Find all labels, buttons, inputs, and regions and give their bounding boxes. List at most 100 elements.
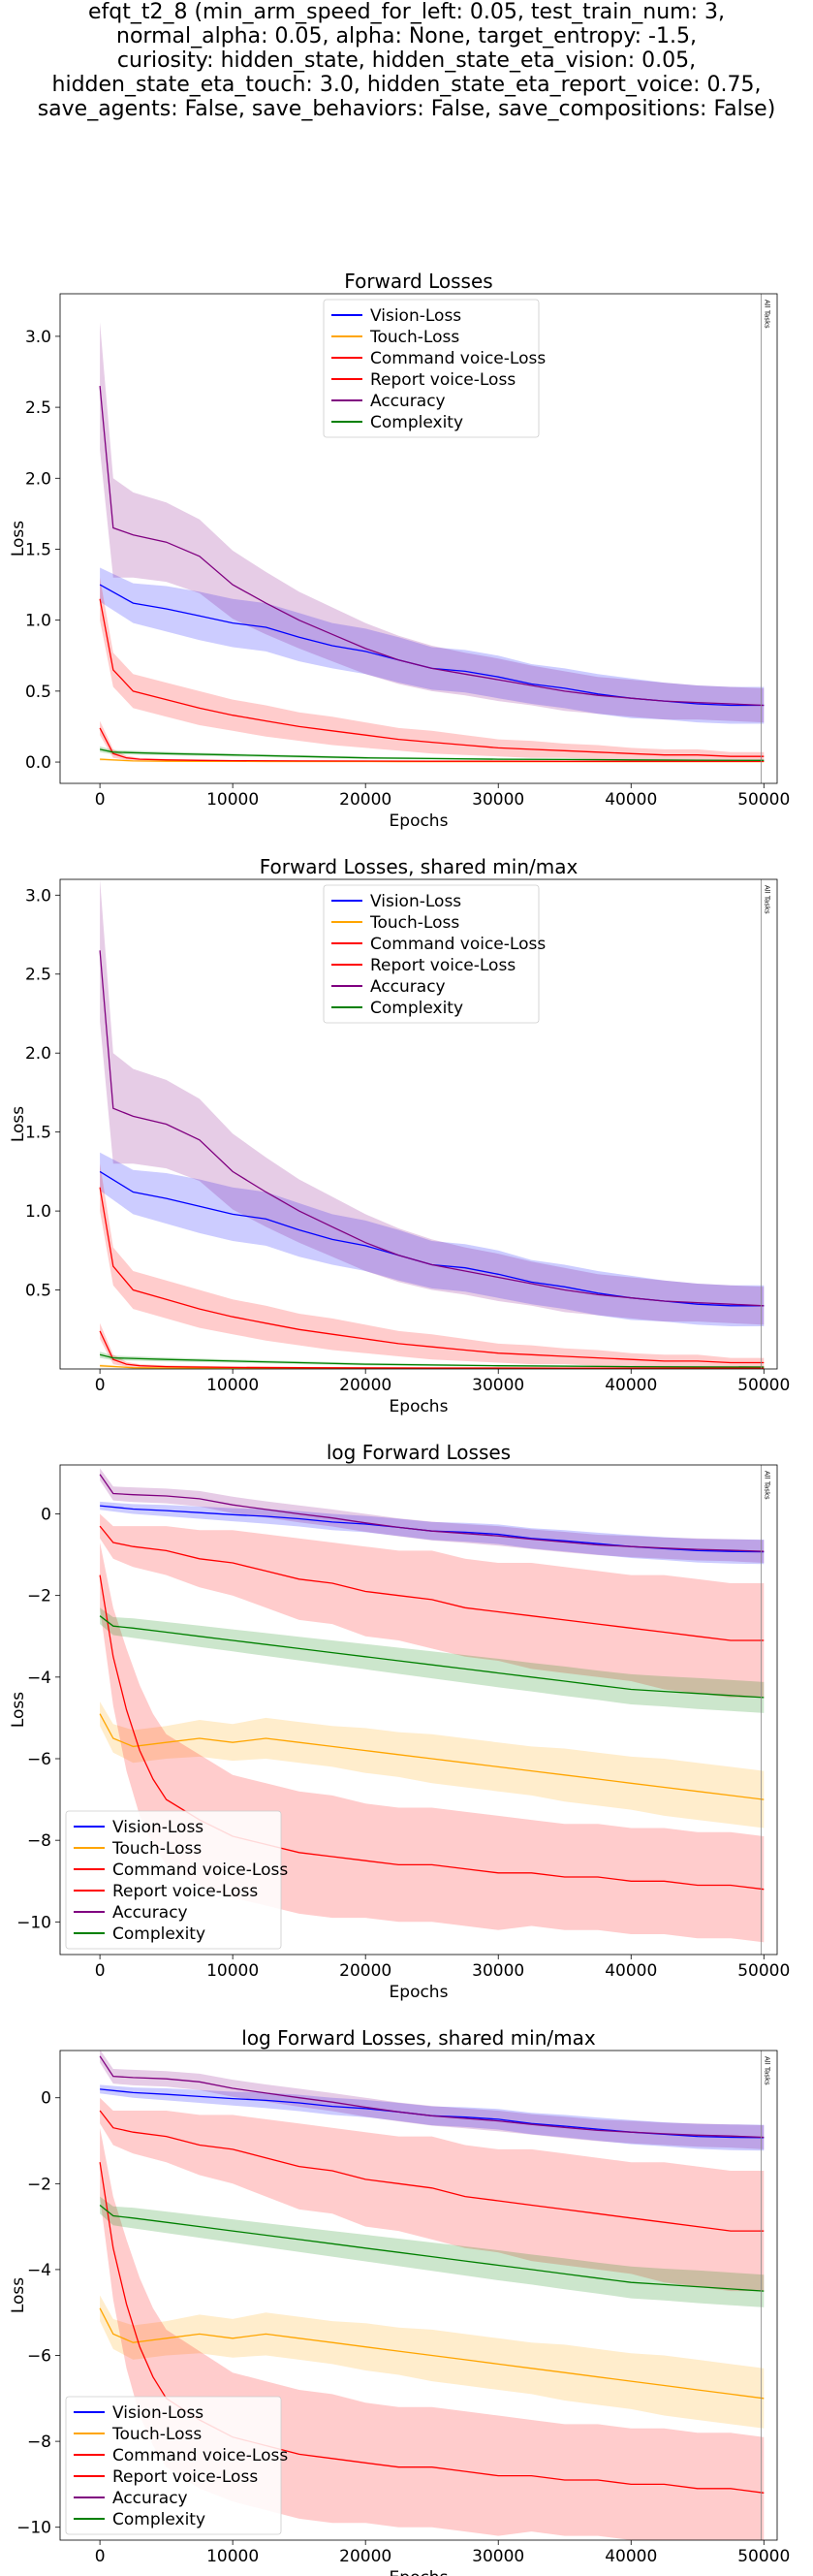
legend: Vision-Loss Touch-Loss Command voice-Loss R… <box>323 884 546 1024</box>
legend-label: Vision-Loss <box>112 1818 203 1837</box>
y-tick-label: 0 <box>41 1506 51 1525</box>
y-tick-label: 1.5 <box>25 540 51 559</box>
x-tick-label: 50000 <box>737 1961 790 1981</box>
series-band <box>100 1468 765 1563</box>
series-band <box>100 2196 765 2307</box>
y-tick-label: 0.0 <box>25 753 51 773</box>
legend-label: Touch-Loss <box>369 913 459 933</box>
x-axis-label: Epochs <box>390 811 449 831</box>
series-band <box>100 1152 765 1326</box>
x-tick-label: 40000 <box>605 2547 657 2566</box>
legend-label: Report voice-Loss <box>370 370 516 390</box>
figure-title-line: efqt_t2_8 (min_arm_speed_for_left: 0.05,… <box>87 0 725 24</box>
legend-label: Command voice-Loss <box>112 2446 288 2465</box>
x-tick-label: 10000 <box>206 2547 259 2566</box>
axes-frame <box>59 878 778 1370</box>
x-tick-label: 30000 <box>472 2547 524 2566</box>
legend-label: Command voice-Loss <box>112 1860 288 1880</box>
figure-title-line: curiosity: hidden_state, hidden_state_et… <box>116 48 697 73</box>
legend-label: Accuracy <box>112 1903 188 1923</box>
series-line <box>99 1713 765 1800</box>
legend: Vision-Loss Touch-Loss Command voice-Loss R… <box>65 2396 288 2535</box>
x-tick-label: 10000 <box>206 1376 259 1395</box>
chart-title: Forward Losses, shared min/max <box>260 855 578 878</box>
figure-title: efqt_t2_8 (min_arm_speed_for_left: 0.05,… <box>0 0 813 121</box>
legend-box <box>323 299 540 438</box>
series-line <box>99 1615 765 1699</box>
y-tick-label: 2.5 <box>25 398 51 418</box>
legend-label: Complexity <box>112 1924 205 1944</box>
legend-label: Accuracy <box>370 977 446 997</box>
y-tick-label: 2.5 <box>25 966 51 985</box>
task-divider-label: All Tasks <box>764 2056 771 2085</box>
legend-label: Report voice-Loss <box>112 2467 258 2487</box>
series-line <box>99 1525 765 1641</box>
y-tick-label: −8 <box>27 1831 51 1851</box>
legend-label: Vision-Loss <box>370 306 461 326</box>
y-tick-label: 1.0 <box>25 612 51 631</box>
legend-label: Report voice-Loss <box>112 1882 258 1901</box>
series-line <box>99 2110 765 2232</box>
series-line <box>99 748 765 761</box>
figure-title-line: save_agents: False, save_behaviors: Fals… <box>37 97 776 121</box>
y-tick-label: −10 <box>16 2519 51 2538</box>
figure-title-line: normal_alpha: 0.05, alpha: None, target_… <box>116 24 697 48</box>
series-band <box>100 567 765 724</box>
x-tick-label: 20000 <box>339 1376 391 1395</box>
series-line <box>99 2055 765 2139</box>
task-divider-label: All Tasks <box>764 1471 771 1500</box>
x-tick-label: 20000 <box>339 2547 391 2566</box>
plot-area <box>99 322 765 763</box>
legend-label: Touch-Loss <box>369 328 459 347</box>
series-band <box>100 2295 765 2429</box>
series-band <box>100 1607 765 1713</box>
series-line <box>99 1474 765 1552</box>
legend-label: Report voice-Loss <box>370 956 516 975</box>
x-tick-label: 40000 <box>605 1961 657 1981</box>
series-band <box>100 2051 765 2149</box>
legend-label: Complexity <box>370 999 463 1018</box>
x-tick-label: 10000 <box>206 790 259 810</box>
series-band <box>100 879 765 1325</box>
y-tick-label: 2.0 <box>25 1044 51 1064</box>
chart-title: log Forward Losses, shared min/max <box>241 2026 596 2050</box>
legend-box <box>65 2396 282 2535</box>
x-tick-label: 0 <box>95 790 106 810</box>
y-tick-label: 3.0 <box>25 328 51 347</box>
legend-box <box>65 1810 282 1950</box>
x-axis-label: Epochs <box>390 1983 449 2002</box>
y-axis-label: Loss <box>9 1692 28 1728</box>
y-tick-label: −6 <box>27 1750 51 1769</box>
series-band <box>100 2097 765 2292</box>
y-tick-label: −6 <box>27 2347 51 2367</box>
legend: Vision-Loss Touch-Loss Command voice-Loss R… <box>323 299 546 438</box>
series-band <box>100 577 765 761</box>
y-tick-label: −4 <box>27 1669 51 1688</box>
task-divider-label: All Tasks <box>764 300 771 329</box>
series-line <box>99 2162 765 2494</box>
y-tick-label: 0 <box>41 2089 51 2109</box>
x-tick-label: 30000 <box>472 790 524 810</box>
series-line <box>99 2307 765 2400</box>
legend-box <box>323 884 540 1024</box>
chart-title: Forward Losses <box>344 270 492 293</box>
chart-panel: All Tasks 0 10000 20000 30000 40000 50000 0 −2 −4… <box>9 2026 790 2576</box>
y-tick-label: −2 <box>27 1587 51 1606</box>
y-tick-label: −2 <box>27 2175 51 2194</box>
series-line <box>99 1353 765 1368</box>
x-tick-label: 20000 <box>339 790 391 810</box>
x-tick-label: 20000 <box>339 1961 391 1981</box>
legend-label: Vision-Loss <box>370 892 461 911</box>
legend-label: Complexity <box>112 2510 205 2529</box>
series-line <box>99 950 765 1307</box>
y-tick-label: −10 <box>16 1913 51 1932</box>
series-line <box>99 2204 765 2292</box>
x-tick-label: 40000 <box>605 1376 657 1395</box>
y-tick-label: 2.0 <box>25 469 51 489</box>
series-band <box>100 1513 765 1698</box>
x-tick-label: 10000 <box>206 1961 259 1981</box>
chart-panel: All Tasks 0 10000 20000 30000 40000 50000 0.0 0.… <box>9 270 790 831</box>
series-band <box>100 1163 765 1368</box>
x-tick-label: 50000 <box>737 1376 790 1395</box>
